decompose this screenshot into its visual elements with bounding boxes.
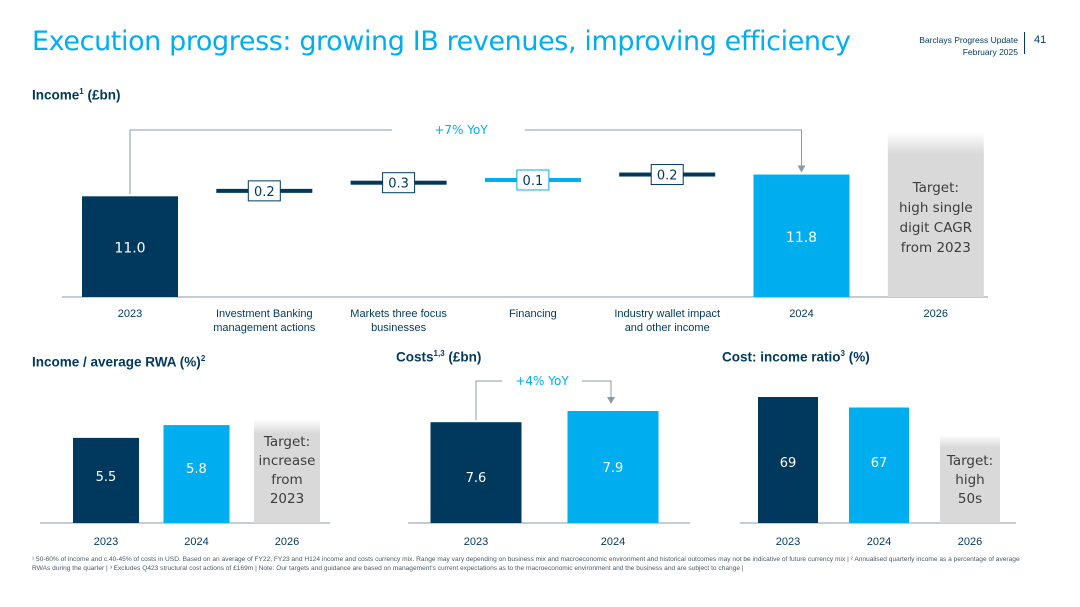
rwa-bar-label: 5.5 (96, 470, 117, 485)
income-title-text: Income (32, 87, 80, 103)
income-step-label-box (650, 164, 684, 186)
income-tick-label: 2026 (924, 308, 948, 320)
rwa-target-line: Target: (263, 434, 310, 450)
income-yoy-annotation: +7% YoY (434, 123, 488, 137)
cir-tick-label: 2024 (867, 536, 891, 548)
cir-title-text: Cost: income ratio (722, 349, 841, 365)
income-bar-label: 11.8 (786, 230, 817, 246)
income-step-label: 0.3 (388, 177, 409, 192)
costs-bar-label: 7.9 (603, 461, 624, 476)
cir-bar-label: 69 (780, 456, 797, 471)
cir-bar-2023 (758, 397, 818, 523)
income-step-label: 0.2 (657, 169, 678, 184)
rwa-title-sup: 2 (200, 354, 206, 363)
rwa-tick-label: 2024 (184, 536, 208, 548)
costs-bar-2023 (430, 422, 522, 523)
cir-target-line: high (955, 472, 984, 488)
income-step-label-box (247, 180, 281, 202)
income-tick-label: Investment Banking (216, 308, 313, 320)
income-bar-2023 (82, 196, 178, 297)
income-target-line: high single (899, 200, 973, 216)
cir-tick-label: 2026 (958, 536, 982, 548)
deck-info: Barclays Progress Update February 2025 (919, 34, 1018, 58)
costs-yoy-connector-right (582, 380, 612, 398)
costs-title-text: Costs (396, 349, 434, 365)
header-divider (1024, 32, 1025, 54)
income-target-line: Target: (912, 180, 959, 196)
income-chart-title: Income1 (£bn) (32, 87, 120, 103)
income-target-line: from 2023 (901, 240, 971, 256)
costs-bar-label: 7.6 (466, 471, 487, 486)
rwa-target-line: 2023 (270, 491, 304, 507)
costs-tick-label: 2023 (464, 536, 488, 548)
cir-bar-label: 67 (871, 456, 888, 471)
rwa-title-text: Income / average RWA (%) (32, 354, 201, 370)
costs-tick-label: 2024 (601, 536, 625, 548)
income-tick-label: 2023 (118, 308, 142, 320)
cir-title-unit: (%) (848, 349, 870, 365)
income-tick-label: Markets three focus (350, 308, 447, 320)
rwa-bar-2023 (73, 437, 139, 523)
cir-target-line: 50s (958, 491, 982, 507)
costs-yoy-annotation: +4% YoY (515, 374, 569, 388)
income-tick-label: management actions (213, 322, 316, 334)
cir-tick-label: 2023 (776, 536, 800, 548)
rwa-target-line: increase (259, 453, 316, 469)
income-title-unit: (£bn) (87, 87, 121, 103)
income-tick-label: 2024 (789, 308, 813, 320)
income-step-label-box (516, 169, 550, 191)
page-title: Execution progress: growing IB revenues,… (32, 26, 851, 57)
rwa-bar-label: 5.8 (186, 462, 207, 477)
income-step-label-box (382, 172, 416, 194)
income-bar-2024 (753, 174, 850, 297)
income-tick-label: Industry wallet impact (614, 308, 720, 320)
cir-bar-2024 (849, 407, 909, 523)
income-target-line: digit CAGR (900, 220, 973, 236)
rwa-tick-label: 2026 (275, 536, 299, 548)
rwa-target-line: from (271, 472, 302, 488)
page-number: 41 (1034, 34, 1047, 46)
income-yoy-connector-left (129, 129, 392, 195)
income-target-bar (887, 131, 984, 297)
costs-yoy-arrowhead (607, 397, 615, 404)
costs-title-sup: 1,3 (433, 349, 445, 358)
costs-bar-2024 (567, 411, 659, 523)
rwa-bar-2024 (163, 425, 230, 523)
income-tick-label: and other income (625, 322, 710, 334)
deck-date: February 2025 (962, 47, 1018, 57)
income-yoy-arrowhead (797, 165, 806, 173)
income-title-sup: 1 (79, 87, 84, 96)
income-yoy-connector-right (525, 129, 802, 167)
cir-target-bar (940, 435, 1000, 523)
costs-chart-title: Costs1,3 (£bn) (396, 349, 481, 365)
rwa-target-bar (254, 419, 320, 523)
cir-title-sup: 3 (840, 349, 845, 358)
deck-name: Barclays Progress Update (919, 35, 1018, 45)
income-tick-label: businesses (371, 322, 427, 334)
income-step-label: 0.1 (523, 174, 544, 189)
cir-chart-title: Cost: income ratio3 (%) (722, 349, 870, 365)
costs-yoy-connector-left (475, 380, 502, 421)
rwa-chart-title: Income / average RWA (%)2 (32, 354, 205, 370)
footnote: ¹ 50-60% of income and c.40-45% of costs… (32, 556, 1020, 572)
income-step-label: 0.2 (254, 185, 275, 200)
costs-title-unit: (£bn) (448, 349, 482, 365)
cir-target-line: Target: (946, 453, 993, 469)
income-bar-label: 11.0 (114, 241, 145, 257)
rwa-tick-label: 2023 (94, 536, 118, 548)
income-tick-label: Financing (509, 308, 557, 320)
